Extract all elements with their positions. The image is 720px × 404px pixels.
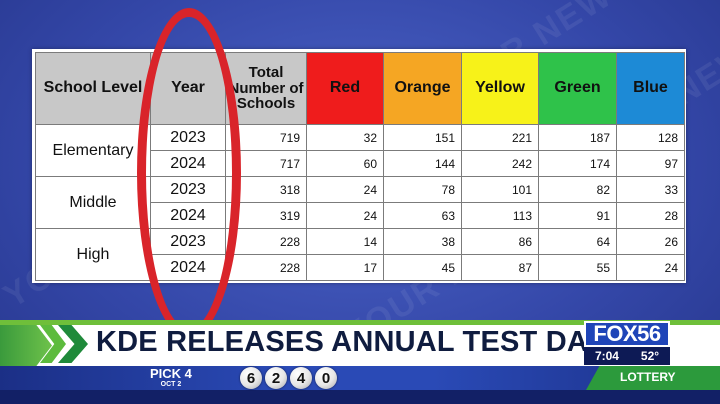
headline-text: KDE RELEASES ANNUAL TEST DATA bbox=[96, 326, 623, 358]
yellow-count-cell: 86 bbox=[461, 228, 539, 255]
yellow-count-cell: 101 bbox=[461, 176, 539, 203]
year-cell: 2023 bbox=[150, 176, 226, 203]
red-count-cell: 24 bbox=[306, 202, 384, 229]
header-yellow: Yellow bbox=[461, 52, 539, 125]
orange-count-cell: 78 bbox=[383, 176, 462, 203]
red-count-cell: 32 bbox=[306, 124, 384, 151]
yellow-count-cell: 113 bbox=[461, 202, 539, 229]
school-level-cell: Elementary bbox=[35, 124, 151, 177]
school-level-cell: Middle bbox=[35, 176, 151, 229]
header-red: Red bbox=[306, 52, 384, 125]
green-count-cell: 55 bbox=[538, 254, 617, 281]
lottery-section-label: LOTTERY bbox=[620, 370, 676, 384]
green-count-cell: 174 bbox=[538, 150, 617, 177]
yellow-count-cell: 87 bbox=[461, 254, 539, 281]
header-total-schools: Total Number of Schools bbox=[225, 52, 307, 125]
total-count-cell: 228 bbox=[225, 228, 307, 255]
header-blue: Blue bbox=[616, 52, 685, 125]
orange-count-cell: 45 bbox=[383, 254, 462, 281]
header-green: Green bbox=[538, 52, 617, 125]
red-count-cell: 24 bbox=[306, 176, 384, 203]
lottery-game-label: PICK 4 OCT 2 bbox=[150, 367, 192, 388]
lottery-draw-date: OCT 2 bbox=[160, 381, 182, 388]
year-cell: 2024 bbox=[150, 150, 226, 177]
test-data-table-panel: School Level Year Total Number of School… bbox=[32, 49, 686, 283]
total-count-cell: 319 bbox=[225, 202, 307, 229]
orange-count-cell: 151 bbox=[383, 124, 462, 151]
red-count-cell: 14 bbox=[306, 228, 384, 255]
lottery-game-name: PICK 4 bbox=[150, 366, 192, 381]
year-cell: 2023 bbox=[150, 124, 226, 151]
blue-count-cell: 128 bbox=[616, 124, 685, 151]
table-row: High 2023 228 14 38 86 64 26 bbox=[35, 228, 685, 281]
header-orange: Orange bbox=[383, 52, 462, 125]
blue-count-cell: 97 bbox=[616, 150, 685, 177]
lottery-ball: 2 bbox=[265, 367, 287, 389]
year-cell: 2023 bbox=[150, 228, 226, 255]
yellow-count-cell: 242 bbox=[461, 150, 539, 177]
green-count-cell: 91 bbox=[538, 202, 617, 229]
year-cell: 2024 bbox=[150, 254, 226, 281]
lottery-ball: 6 bbox=[240, 367, 262, 389]
blue-count-cell: 24 bbox=[616, 254, 685, 281]
total-count-cell: 719 bbox=[225, 124, 307, 151]
green-count-cell: 64 bbox=[538, 228, 617, 255]
header-year: Year bbox=[150, 52, 226, 125]
blue-count-cell: 33 bbox=[616, 176, 685, 203]
green-count-cell: 187 bbox=[538, 124, 617, 151]
table-row: 2024 319 24 63 113 91 28 bbox=[36, 202, 685, 229]
lottery-numbers: 6 2 4 0 bbox=[240, 367, 337, 389]
header-school-level: School Level bbox=[35, 52, 151, 125]
clock-time: 7:04 bbox=[594, 349, 619, 363]
green-count-cell: 82 bbox=[538, 176, 617, 203]
school-level-cell: High bbox=[35, 228, 151, 281]
test-data-table: School Level Year Total Number of School… bbox=[35, 52, 685, 281]
header-row: School Level Year Total Number of School… bbox=[35, 52, 685, 125]
total-count-cell: 318 bbox=[225, 176, 307, 203]
station-logo-brand: FOX56 bbox=[584, 321, 670, 347]
lottery-ball: 0 bbox=[315, 367, 337, 389]
red-count-cell: 17 bbox=[306, 254, 384, 281]
table-row: Elementary 2023 719 32 151 221 187 128 bbox=[35, 124, 685, 177]
lottery-ball: 4 bbox=[290, 367, 312, 389]
lottery-section-tab bbox=[586, 366, 720, 390]
blue-count-cell: 26 bbox=[616, 228, 685, 255]
station-logo-info: 7:04 52° bbox=[584, 347, 670, 365]
yellow-count-cell: 221 bbox=[461, 124, 539, 151]
temperature: 52° bbox=[640, 349, 660, 363]
orange-count-cell: 144 bbox=[383, 150, 462, 177]
ticker-bottom-bar bbox=[0, 390, 720, 404]
year-cell: 2024 bbox=[150, 202, 226, 229]
orange-count-cell: 63 bbox=[383, 202, 462, 229]
total-count-cell: 717 bbox=[225, 150, 307, 177]
banner-top-strip bbox=[0, 320, 720, 325]
blue-count-cell: 28 bbox=[616, 202, 685, 229]
red-count-cell: 60 bbox=[306, 150, 384, 177]
station-logo: FOX56 7:04 52° bbox=[584, 321, 670, 365]
orange-count-cell: 38 bbox=[383, 228, 462, 255]
table-row: Middle 2023 318 24 78 101 82 33 bbox=[35, 176, 685, 229]
total-count-cell: 228 bbox=[225, 254, 307, 281]
